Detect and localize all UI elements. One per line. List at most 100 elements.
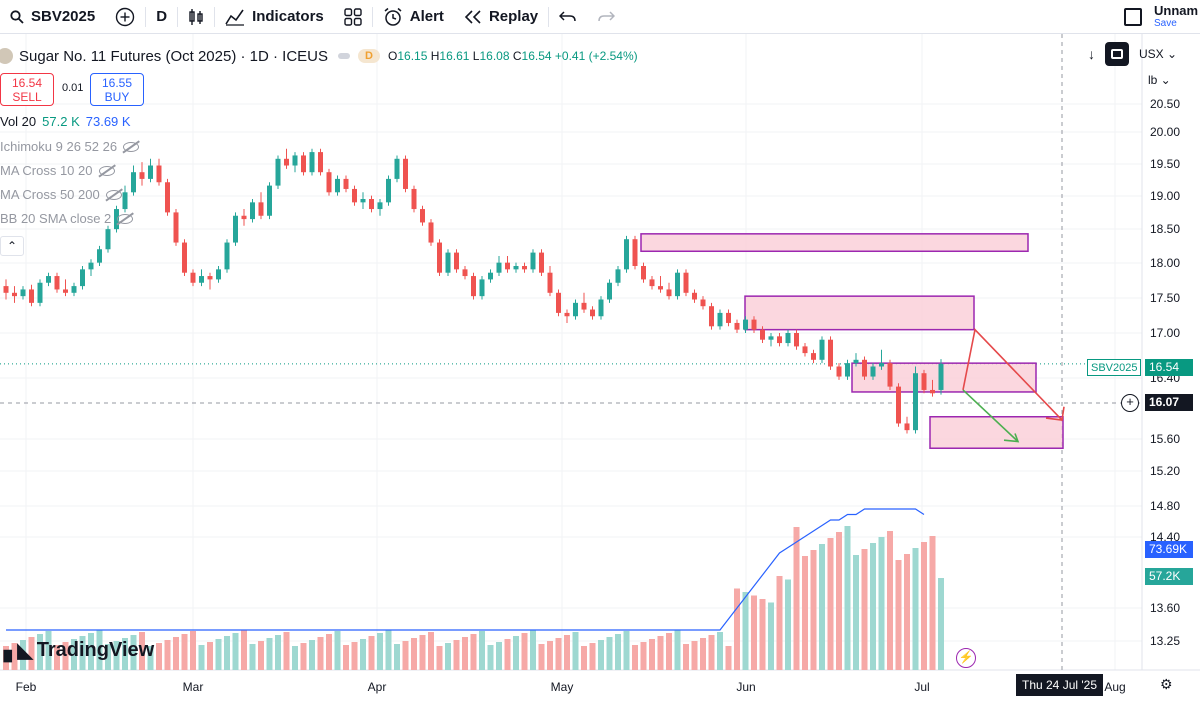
month-tick-label: Feb xyxy=(16,680,37,694)
candle-body xyxy=(632,239,638,266)
volume-bar xyxy=(62,642,69,670)
alert-button[interactable]: Alert xyxy=(373,0,454,34)
chart-canvas[interactable]: 20.50 20.00 19.50 19.00 18.50 18.00 17.50 17.00… xyxy=(0,34,1200,704)
bollinger-bands-legend[interactable]: BB 20 SMA close 2 xyxy=(0,211,134,226)
candle-body xyxy=(649,279,655,287)
candle xyxy=(700,296,706,310)
candle-body xyxy=(199,276,204,283)
volume-bar xyxy=(589,643,596,670)
candle xyxy=(624,235,629,273)
month-tick-label: Jun xyxy=(736,680,755,694)
volume-bar xyxy=(632,645,638,670)
unit-select[interactable]: lb ⌄ xyxy=(1148,73,1171,87)
ichimoku-name: Ichimoku 9 26 52 26 xyxy=(0,139,118,154)
candle xyxy=(471,272,476,300)
candle xyxy=(156,158,162,186)
candle-body xyxy=(275,158,281,186)
buy-button[interactable]: 16.55 BUY xyxy=(90,73,144,106)
chart-settings-button[interactable] xyxy=(1105,42,1129,66)
replay-button[interactable]: Replay xyxy=(454,0,548,34)
currency-select[interactable]: USX ⌄ xyxy=(1139,47,1178,61)
ma-cross-50-200-legend[interactable]: MA Cross 50 200 xyxy=(0,187,122,202)
toolbar-divider xyxy=(214,6,216,27)
add-alert-plus-icon[interactable]: + xyxy=(1121,394,1139,412)
price-tick-label: 20.00 xyxy=(1150,125,1180,139)
hidden-eye-icon[interactable] xyxy=(98,165,115,176)
price-tick-label: 14.40 xyxy=(1150,530,1180,544)
candle-body xyxy=(675,272,680,297)
candle xyxy=(607,279,612,303)
volume-bar xyxy=(649,639,655,670)
sell-button[interactable]: 16.54 SELL xyxy=(0,73,54,106)
redo-button[interactable] xyxy=(587,0,625,34)
hidden-eye-icon[interactable] xyxy=(123,141,140,152)
undo-icon xyxy=(559,10,577,24)
layout-name[interactable]: Unnam Save xyxy=(1154,4,1200,30)
gear-icon[interactable]: ⚙ xyxy=(1160,676,1173,692)
ma-cross-10-20-legend[interactable]: MA Cross 10 20 xyxy=(0,163,115,178)
candle xyxy=(641,262,646,283)
top-toolbar: SBV2025 D Indicators Alert Replay xyxy=(0,0,1200,34)
candle xyxy=(105,225,111,253)
price-tick-label: 14.80 xyxy=(1150,499,1180,513)
close-value: 16.54 xyxy=(521,49,552,63)
compare-button[interactable] xyxy=(105,0,145,34)
volume-bar xyxy=(530,630,536,670)
ichimoku-indicator-legend[interactable]: Ichimoku 9 26 52 26 xyxy=(0,139,140,154)
volume-bar xyxy=(45,631,52,670)
candle-body xyxy=(3,286,9,293)
candle xyxy=(887,359,893,390)
candle-body xyxy=(904,423,910,431)
volume-bar xyxy=(504,639,511,670)
month-tick-label: Mar xyxy=(183,680,204,694)
ohlc-values: O16.15 H16.61 L16.08 C16.54 +0.41 (+2.54… xyxy=(388,49,638,63)
volume-bar xyxy=(598,640,604,670)
volume-bar xyxy=(105,644,111,670)
month-tick-label: Jul xyxy=(914,680,929,694)
symbol-label: SBV2025 xyxy=(31,8,96,25)
undo-button[interactable] xyxy=(549,0,587,34)
candle-body xyxy=(734,322,740,330)
volume-bar xyxy=(88,633,94,670)
layouts-button[interactable] xyxy=(334,0,372,34)
chart-type-button[interactable] xyxy=(178,0,214,34)
candle-body xyxy=(700,299,706,307)
candle xyxy=(581,292,587,313)
candle xyxy=(250,199,255,223)
symbol-title[interactable]: Sugar No. 11 Futures (Oct 2025) · 1D · I… xyxy=(19,47,329,65)
indicators-button[interactable]: Indicators xyxy=(215,0,334,34)
volume-bar xyxy=(224,636,230,670)
volume-bar xyxy=(793,527,800,670)
candle-body xyxy=(420,209,425,223)
price-tick-label: 15.60 xyxy=(1150,432,1180,446)
buy-price: 16.55 xyxy=(101,76,133,90)
hidden-eye-icon[interactable] xyxy=(117,213,134,224)
interval-button[interactable]: D xyxy=(146,0,177,34)
candle-body xyxy=(556,292,561,313)
watermark-text: TradingView xyxy=(36,639,155,661)
symbol-search[interactable]: SBV2025 xyxy=(0,0,105,34)
candle-body xyxy=(335,178,340,193)
collapse-legend-button[interactable]: ⌃ xyxy=(0,236,24,256)
candle-body xyxy=(777,336,782,344)
volume-bar xyxy=(751,595,757,670)
lightning-icon[interactable]: ⚡ xyxy=(956,648,976,668)
fullscreen-icon[interactable] xyxy=(1124,8,1142,26)
candle xyxy=(3,279,9,300)
candle-body xyxy=(726,312,731,323)
volume-bar xyxy=(258,641,264,670)
more-dots-icon[interactable] xyxy=(338,53,351,59)
candle xyxy=(275,155,281,189)
arrow-down-icon[interactable]: ↓ xyxy=(1088,46,1095,62)
delayed-badge[interactable]: D xyxy=(358,49,381,63)
candle-body xyxy=(437,242,442,273)
hidden-eye-icon[interactable] xyxy=(105,189,122,200)
volume-current-label: 57.2K xyxy=(1145,568,1193,585)
candle xyxy=(411,185,417,213)
candle xyxy=(683,269,689,297)
volume-bar xyxy=(861,549,868,670)
price-tick-label: 19.50 xyxy=(1150,157,1180,171)
candle-body xyxy=(785,333,791,344)
volume-indicator-legend[interactable]: Vol 20 57.2 K 73.69 K xyxy=(0,114,131,129)
supply-demand-zone xyxy=(640,233,1029,253)
